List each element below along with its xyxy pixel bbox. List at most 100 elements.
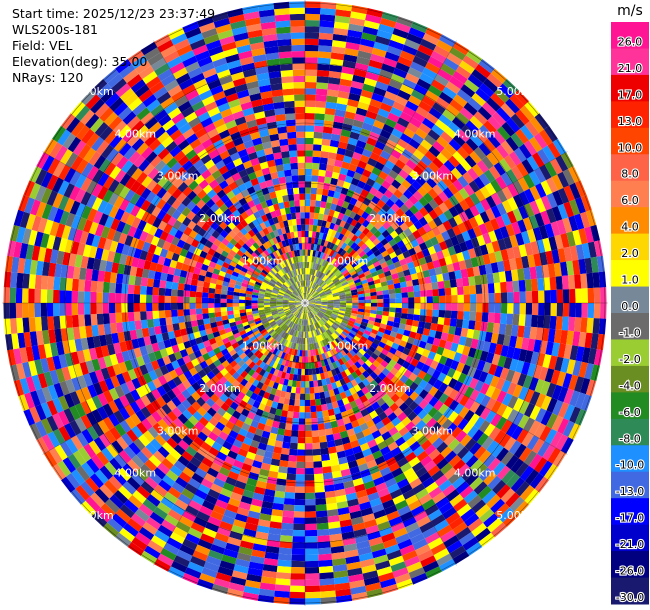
velocity-gate — [373, 367, 382, 376]
velocity-gate — [435, 426, 447, 438]
velocity-gate — [511, 165, 524, 181]
velocity-gate — [406, 561, 423, 573]
velocity-gate — [342, 200, 350, 209]
velocity-gate — [537, 441, 551, 458]
velocity-gate — [397, 328, 405, 335]
velocity-gate — [324, 254, 330, 261]
velocity-gate — [361, 122, 374, 132]
velocity-gate — [307, 249, 311, 256]
velocity-gate — [362, 400, 372, 409]
velocity-gate — [544, 223, 555, 238]
velocity-gate — [315, 285, 321, 291]
velocity-gate — [328, 256, 335, 264]
velocity-gate — [376, 345, 384, 353]
velocity-gate — [490, 68, 507, 84]
velocity-gate — [433, 389, 444, 401]
velocity-gate — [326, 294, 333, 298]
velocity-gate — [338, 292, 346, 296]
velocity-gate — [575, 288, 582, 303]
velocity-gate — [440, 131, 453, 144]
velocity-gate — [445, 81, 461, 95]
velocity-gate — [418, 379, 428, 390]
velocity-gate — [420, 38, 437, 51]
velocity-gate — [286, 473, 296, 481]
velocity-gate — [512, 347, 522, 361]
velocity-gate — [286, 411, 294, 418]
velocity-gate — [404, 555, 421, 568]
velocity-gate — [290, 573, 305, 580]
velocity-gate — [560, 330, 568, 345]
velocity-gate — [498, 507, 514, 523]
velocity-gate — [314, 298, 321, 301]
velocity-gate — [493, 162, 506, 176]
velocity-gate — [341, 319, 349, 325]
velocity-gate — [435, 168, 447, 180]
velocity-gate — [447, 246, 457, 256]
velocity-gate — [308, 312, 311, 319]
velocity-gate — [367, 157, 378, 167]
velocity-gate — [587, 287, 595, 303]
velocity-gate — [361, 235, 370, 244]
velocity-gate — [518, 348, 528, 362]
velocity-gate — [524, 279, 532, 292]
velocity-gate — [377, 298, 384, 303]
velocity-gate — [404, 387, 415, 397]
velocity-gate — [337, 385, 345, 394]
velocity-gate — [397, 271, 405, 278]
velocity-gate — [521, 230, 531, 245]
velocity-gate — [430, 252, 439, 262]
velocity-gate — [3, 318, 12, 335]
velocity-gate — [316, 286, 321, 292]
velocity-gate — [506, 117, 521, 133]
velocity-gate — [319, 572, 334, 580]
velocity-gate — [451, 303, 458, 311]
velocity-gate — [438, 310, 446, 318]
velocity-gate — [463, 303, 471, 312]
velocity-gate — [414, 210, 424, 221]
velocity-gate — [462, 171, 474, 184]
velocity-gate — [297, 449, 305, 456]
velocity-gate — [305, 137, 314, 145]
velocity-gate — [403, 227, 413, 237]
velocity-gate — [333, 306, 340, 309]
velocity-gate — [413, 190, 424, 201]
velocity-gate — [418, 257, 427, 266]
velocity-gate — [332, 354, 338, 362]
velocity-gate — [401, 334, 409, 343]
velocity-gate — [403, 467, 416, 479]
velocity-gate — [294, 399, 300, 407]
velocity-gate — [300, 375, 305, 382]
velocity-gate — [468, 347, 477, 358]
velocity-gate — [354, 376, 362, 385]
velocity-gate — [315, 342, 320, 349]
velocity-gate — [469, 151, 482, 164]
velocity-gate — [325, 311, 332, 315]
velocity-gate — [328, 146, 339, 154]
velocity-gate — [394, 287, 402, 294]
velocity-gate — [312, 442, 321, 450]
velocity-gate — [413, 405, 424, 416]
velocity-gate — [339, 78, 353, 87]
velocity-gate — [413, 510, 428, 522]
velocity-gate — [307, 243, 312, 250]
velocity-gate — [341, 330, 349, 337]
velocity-gate — [532, 227, 543, 241]
velocity-gate — [376, 294, 384, 300]
velocity-gate — [399, 111, 413, 123]
velocity-gate — [305, 517, 317, 524]
velocity-gate — [338, 310, 346, 314]
velocity-gate — [374, 161, 385, 171]
velocity-gate — [474, 392, 486, 405]
velocity-gate — [314, 107, 326, 114]
velocity-gate — [556, 289, 564, 303]
velocity-gate — [317, 264, 322, 271]
velocity-gate — [315, 335, 320, 343]
velocity-gate — [328, 342, 335, 350]
velocity-gate — [177, 303, 184, 310]
velocity-gate — [402, 236, 411, 246]
velocity-gate — [405, 174, 416, 185]
velocity-gate — [316, 516, 329, 524]
velocity-gate — [329, 316, 337, 321]
velocity-gate — [357, 495, 370, 505]
velocity-gate — [453, 380, 464, 392]
